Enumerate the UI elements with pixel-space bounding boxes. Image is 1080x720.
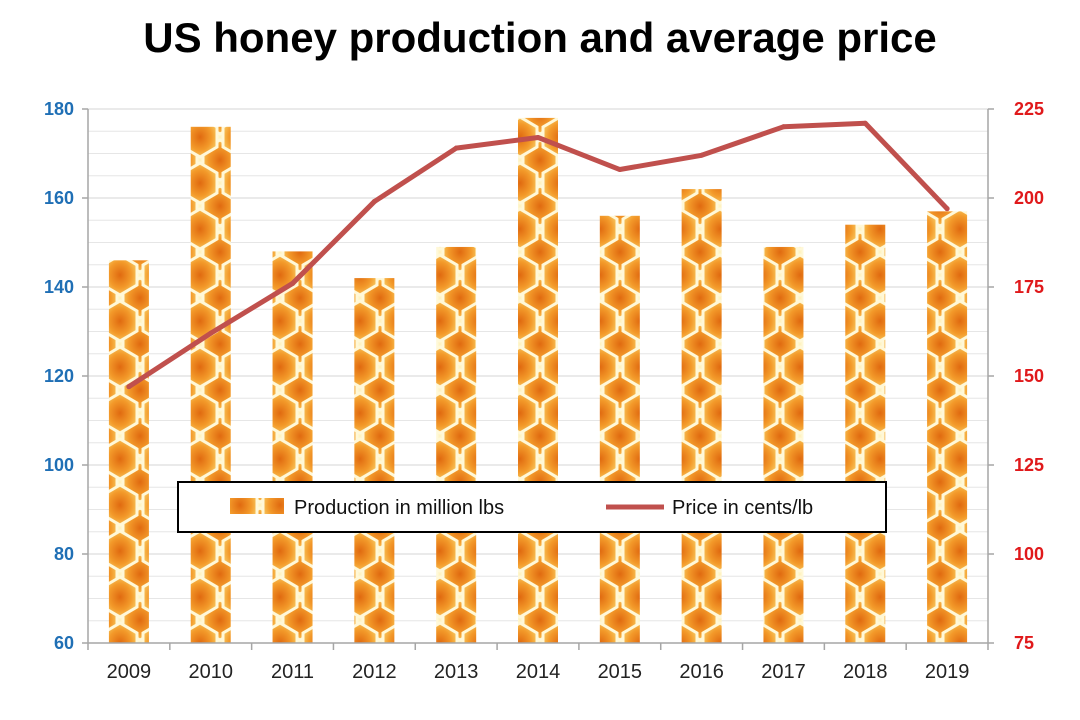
price-point-2018 <box>862 120 868 126</box>
x-tick-label: 2019 <box>925 661 970 683</box>
bar-2011 <box>272 251 313 643</box>
bar-2012 <box>354 278 395 643</box>
price-point-2019 <box>944 206 950 212</box>
price-point-2010 <box>208 330 214 336</box>
legend-label-production: Production in million lbs <box>294 497 504 519</box>
axes: 2009 2010 2011 2012 2013 2014 2015 2016 2017 2018… <box>44 99 1044 683</box>
right-tick-label: 150 <box>1014 366 1044 386</box>
x-tick-label: 2016 <box>679 661 724 683</box>
x-tick-label: 2014 <box>516 661 561 683</box>
price-point-2009 <box>126 384 132 390</box>
left-tick-label: 160 <box>44 188 74 208</box>
legend-label-price: Price in cents/lb <box>672 497 813 519</box>
x-tick-label: 2011 <box>271 661 314 683</box>
x-tick-label: 2013 <box>434 661 479 683</box>
x-tick-label: 2010 <box>188 661 233 683</box>
price-point-2017 <box>780 124 786 130</box>
x-tick-label: 2018 <box>843 661 888 683</box>
bar-2009 <box>108 260 149 643</box>
left-tick-label: 100 <box>44 455 74 475</box>
left-tick-label: 120 <box>44 366 74 386</box>
bar-2010 <box>190 126 231 644</box>
left-tick-label: 60 <box>54 633 74 653</box>
price-point-2016 <box>699 152 705 158</box>
left-tick-label: 140 <box>44 277 74 297</box>
x-tick-label: 2017 <box>761 661 806 683</box>
right-tick-label: 225 <box>1014 99 1044 119</box>
bar-2019 <box>927 211 968 643</box>
legend-box <box>177 481 887 533</box>
left-tick-label: 180 <box>44 99 74 119</box>
price-point-2014 <box>535 134 541 140</box>
legend-swatch-production <box>230 498 284 514</box>
bar-2014 <box>518 117 558 643</box>
x-tick-label: 2015 <box>598 661 643 683</box>
price-point-2015 <box>617 167 623 173</box>
right-tick-label: 100 <box>1014 544 1044 564</box>
bar-2018 <box>845 224 886 643</box>
bar-2016 <box>681 189 722 643</box>
left-tick-label: 80 <box>54 544 74 564</box>
right-tick-label: 125 <box>1014 455 1044 475</box>
bar-2015 <box>599 215 640 644</box>
right-tick-label: 200 <box>1014 188 1044 208</box>
bar-2017 <box>763 246 804 643</box>
x-tick-label: 2012 <box>352 661 397 683</box>
right-tick-label: 75 <box>1014 633 1034 653</box>
price-line <box>126 120 950 390</box>
price-point-2011 <box>290 280 296 286</box>
price-point-2012 <box>371 199 377 205</box>
legend: Production in million lbs Price in cents/… <box>177 481 887 533</box>
production-bars <box>108 117 968 644</box>
chart-title: US honey production and average price <box>143 14 937 61</box>
x-tick-label: 2009 <box>107 661 152 683</box>
price-point-2013 <box>453 145 459 151</box>
right-tick-label: 175 <box>1014 277 1044 297</box>
bar-2013 <box>436 246 477 643</box>
